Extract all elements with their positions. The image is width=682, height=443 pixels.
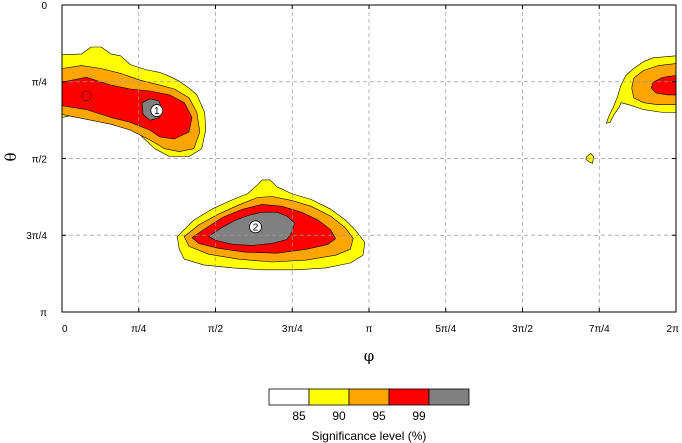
contour-region-1-level-95-2 — [61, 77, 193, 140]
colorbar-swatch-4 — [428, 388, 470, 406]
colorbar-swatch-0 — [268, 388, 310, 406]
colorbar-label-85: 85 — [292, 409, 306, 423]
y-tick-label-2: π/2 — [32, 154, 48, 165]
colorbar-legend: 85 90 95 99 — [268, 388, 470, 423]
x-tick-label-5: 5π/4 — [435, 324, 456, 335]
x-axis-tick-labels: 0 π/4 π/2 3π/4 π 5π/4 3π/2 7π/4 2π — [62, 324, 679, 335]
x-tick-label-3: 3π/4 — [282, 324, 303, 335]
y-tick-label-3: 3π/4 — [26, 231, 47, 242]
x-tick-label-1: π/4 — [131, 324, 147, 335]
y-axis-label: θ — [2, 152, 20, 161]
grid-lines — [62, 5, 676, 312]
plot-area: 12 — [61, 4, 677, 313]
y-tick-label-4: π — [40, 308, 47, 319]
colorbar-label-99: 99 — [412, 409, 426, 423]
y-tick-label-0: 0 — [41, 1, 47, 12]
tick-marks — [61, 4, 677, 313]
region-marker-label-1: 1 — [154, 106, 160, 117]
region-2 — [177, 179, 366, 271]
colorbar-label-95: 95 — [372, 409, 386, 423]
y-tick-label-1: π/4 — [32, 78, 48, 89]
x-tick-label-8: 2π — [667, 324, 680, 335]
region-marker-circle-1 — [150, 104, 164, 117]
x-axis-label: φ — [364, 347, 375, 365]
colorbar-swatch-2 — [348, 388, 390, 406]
region-marker-2: 2 — [249, 220, 262, 234]
x-tick-label-6: 3π/2 — [512, 324, 533, 335]
colorbar-swatch-1 — [308, 388, 350, 406]
x-tick-label-2: π/2 — [208, 324, 224, 335]
x-tick-label-7: 7π/4 — [589, 324, 610, 335]
region-marker-circle-2 — [249, 220, 262, 234]
region-marker-1: 1 — [150, 104, 164, 117]
colorbar-swatch-3 — [388, 388, 430, 406]
region-marker-label-2: 2 — [253, 222, 259, 233]
contour-patch-0 — [81, 90, 92, 102]
colorbar-title: Significance level (%) — [312, 429, 427, 443]
x-tick-label-0: 0 — [62, 324, 68, 335]
region-3 — [585, 55, 677, 164]
contour-region-3-level-95-3 — [651, 75, 677, 96]
colorbar-label-90: 90 — [332, 409, 346, 423]
y-axis-tick-labels: 0 π/4 π/2 3π/4 π — [26, 1, 47, 319]
x-tick-label-4: π — [366, 324, 373, 335]
